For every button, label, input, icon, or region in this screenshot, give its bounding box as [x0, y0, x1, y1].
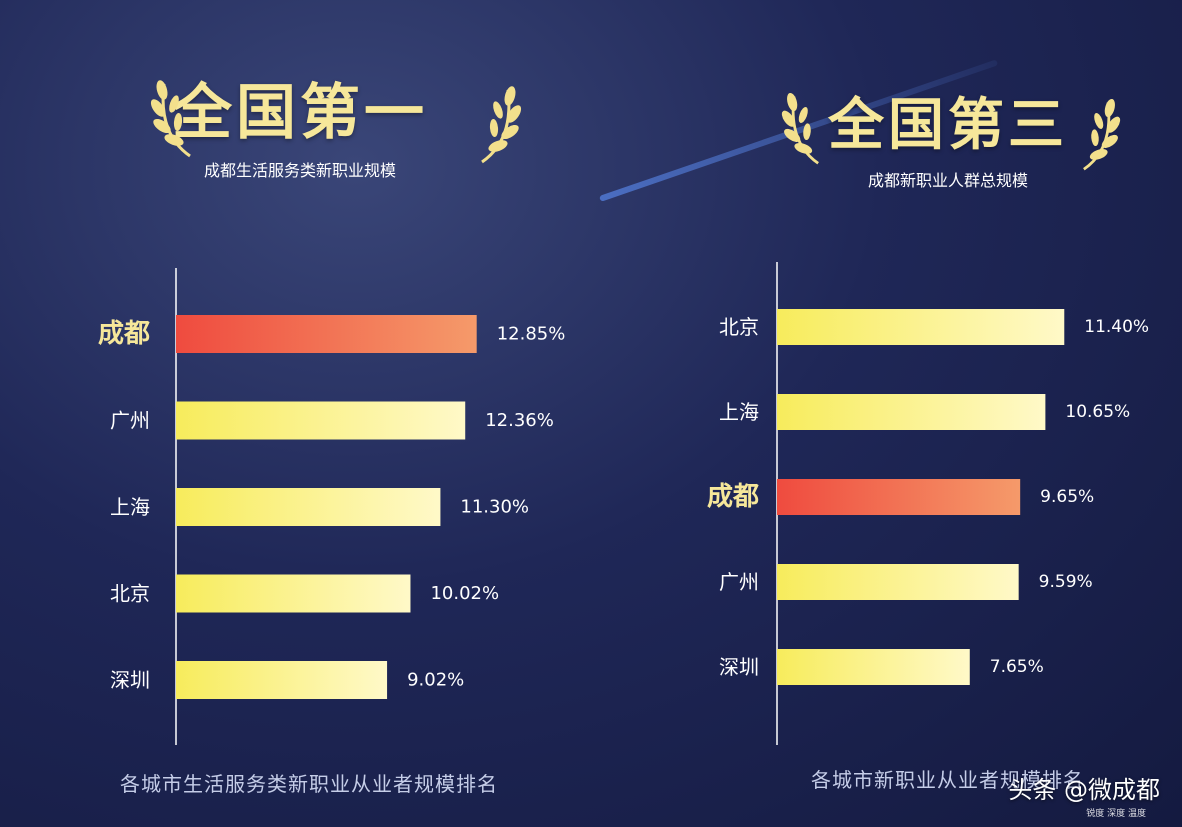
left-caption: 各城市生活服务类新职业从业者规模排名	[120, 772, 498, 796]
value-label: 7.65%	[990, 657, 1044, 677]
laurel-right-icon	[1083, 98, 1121, 171]
right-headline: 全国第三	[828, 93, 1068, 158]
bar-1	[777, 309, 1065, 345]
bar-1	[176, 315, 477, 353]
left-bar-chart: 成都 12.85% 广州 12.36% 上海 11.30% 北京 10.02% 深圳 9.02%	[97, 315, 566, 699]
value-label: 11.40%	[1084, 317, 1149, 337]
watermark-sub: 锐度 深度 温度	[1086, 809, 1146, 819]
bar-2	[777, 394, 1046, 430]
value-label: 10.02%	[430, 583, 499, 604]
bar-5	[777, 649, 970, 685]
right-subline: 成都新职业人群总规模	[867, 171, 1028, 190]
left-panel: 全国第一 成都生活服务类新职业规模 成都 12.85% 广州 12.36% 上海 11.3…	[97, 64, 566, 796]
category-label: 上海	[719, 400, 759, 424]
category-label: 深圳	[719, 655, 759, 679]
bar-4	[777, 564, 1019, 600]
bar-3	[176, 488, 441, 526]
right-panel: 全国第三 成都新职业人群总规模 北京 11.40% 上海 10.65% 成都 9.65% 广…	[591, 0, 1182, 827]
category-label: 北京	[719, 315, 759, 339]
right-bar-chart: 北京 11.40% 上海 10.65% 成都 9.65% 广州 9.59% 深圳 7.65%	[707, 262, 1149, 745]
value-label: 9.02%	[407, 670, 464, 691]
laurel-left-icon	[781, 92, 819, 165]
category-label: 广州	[110, 409, 150, 433]
left-headline: 全国第一	[172, 78, 428, 148]
value-label: 12.85%	[497, 324, 566, 345]
value-label: 9.65%	[1040, 487, 1094, 507]
bar-2	[176, 401, 466, 440]
right-title-block: 全国第三 成都新职业人群总规模	[823, 80, 1073, 191]
bar-5	[176, 661, 388, 699]
category-label: 上海	[110, 495, 150, 519]
category-label: 广州	[719, 570, 759, 594]
left-title-block: 全国第一 成都生活服务类新职业规模	[150, 64, 450, 181]
category-label: 成都	[707, 482, 759, 512]
watermark: 头条 @微成都	[1008, 776, 1160, 804]
laurel-right-icon	[481, 86, 522, 164]
category-label: 北京	[110, 582, 150, 606]
right-caption: 各城市新职业从业者规模排名	[811, 768, 1084, 792]
category-label: 深圳	[110, 668, 150, 692]
laurel-left-icon	[150, 80, 191, 158]
bar-4	[176, 574, 411, 613]
value-label: 9.59%	[1039, 572, 1093, 592]
left-subline: 成都生活服务类新职业规模	[203, 161, 396, 180]
value-label: 10.65%	[1065, 402, 1130, 422]
category-label: 成都	[98, 319, 150, 349]
value-label: 11.30%	[460, 497, 529, 518]
bar-3	[777, 479, 1021, 515]
value-label: 12.36%	[485, 410, 554, 431]
